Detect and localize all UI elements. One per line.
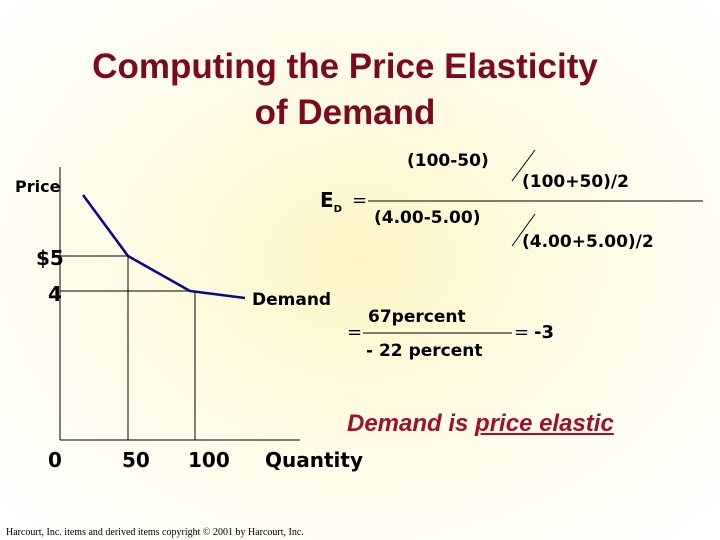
x-origin-label: 0	[48, 448, 62, 472]
demand-curve	[81, 194, 246, 300]
demand-curve-label: Demand	[252, 290, 332, 310]
conclusion-emphasis: price elastic	[475, 410, 614, 437]
percent-change-price: - 22 percent	[366, 341, 482, 361]
x-tick-50: 50	[122, 448, 150, 472]
denominator-fraction-bar	[511, 213, 536, 247]
copyright-footer: Harcourt, Inc. items and derived items c…	[6, 527, 304, 538]
equals-sign-2: =	[347, 322, 363, 343]
title-line-2: of Demand	[254, 93, 436, 132]
price-high-label: $5	[36, 246, 64, 270]
percent-change-quantity: 67percent	[368, 307, 466, 327]
conclusion-text: Demand is price elastic	[347, 410, 614, 438]
price-percent-unit: percent	[408, 341, 483, 361]
title-line-1: Computing the Price Elasticity	[92, 47, 598, 86]
quantity-percent-value: 67	[368, 307, 392, 327]
price-change: (4.00-5.00)	[374, 208, 481, 228]
equals-sign-3: =	[514, 322, 530, 343]
numerator-fraction-bar	[511, 149, 536, 182]
y-axis-label: Price	[15, 177, 61, 196]
price-low-label: 4	[48, 282, 62, 306]
conclusion-prefix: Demand is	[347, 410, 476, 437]
elasticity-result: -3	[534, 322, 554, 343]
quantity-average: (100+50)/2	[522, 172, 629, 192]
slide-title: Computing the Price Elasticity of Demand	[0, 44, 690, 136]
x-axis-label: Quantity	[265, 448, 363, 472]
equals-sign-1: =	[352, 190, 368, 211]
x-tick-100: 100	[188, 448, 230, 472]
price-percent-value: - 22	[366, 341, 403, 361]
price-average: (4.00+5.00)/2	[522, 232, 654, 252]
elasticity-subscript: D	[333, 204, 342, 215]
elasticity-e: E	[320, 188, 334, 212]
quantity-percent-unit: percent	[391, 307, 466, 327]
elasticity-symbol: ED	[320, 188, 342, 215]
quantity-change: (100-50)	[407, 151, 489, 171]
